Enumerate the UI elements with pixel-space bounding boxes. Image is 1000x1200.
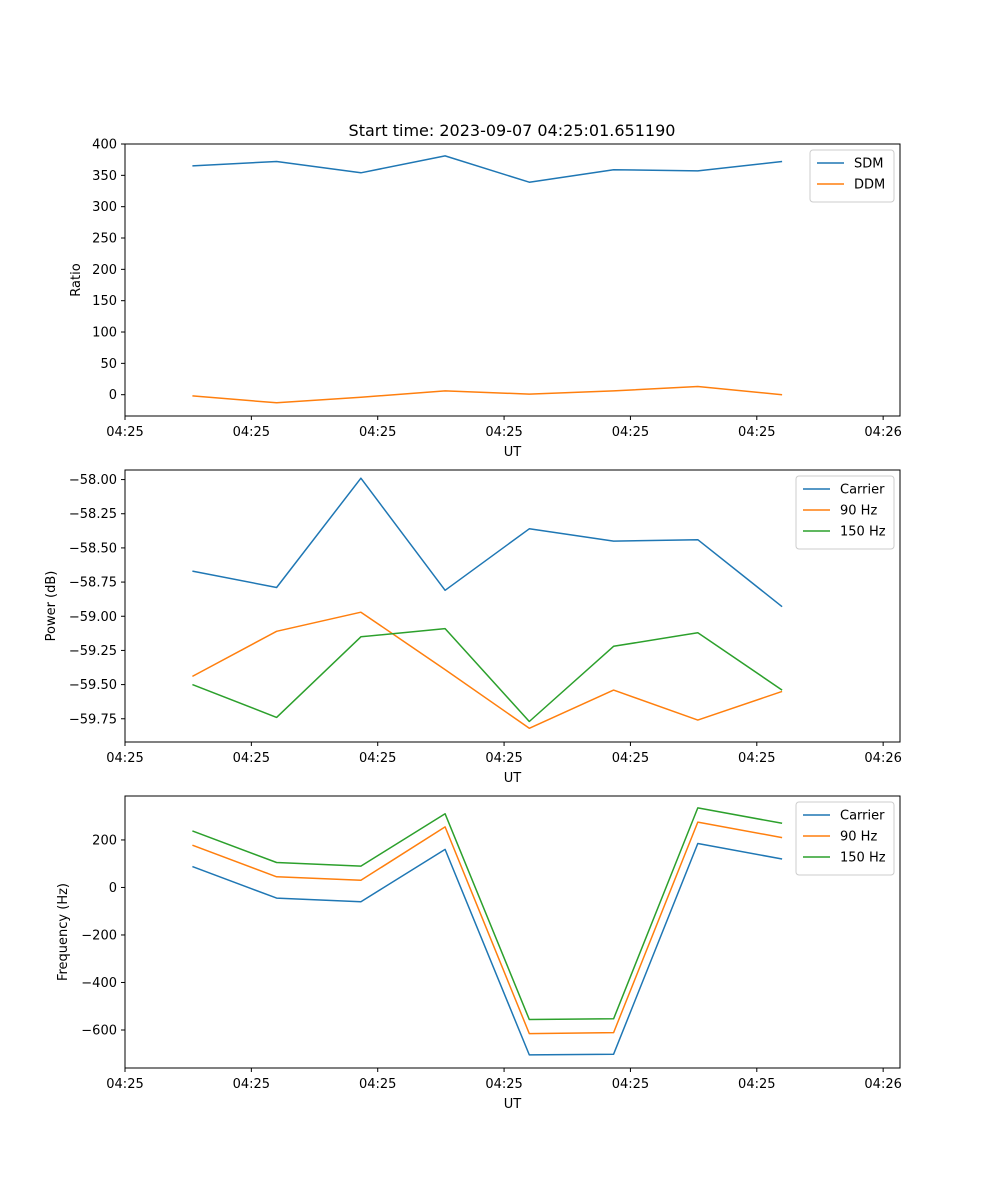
power-axes-frame — [124, 469, 901, 743]
frequency-legend-label: Carrier — [840, 809, 885, 824]
ratio-x-tick-label: 04:26 — [864, 425, 901, 440]
power-series-carrier-line — [192, 477, 783, 608]
power-plot-area — [125, 470, 900, 742]
frequency-x-tick-label: 04:25 — [233, 1077, 270, 1092]
frequency-plot-area — [125, 796, 900, 1068]
ratio-x-tick-label: 04:25 — [359, 425, 396, 440]
frequency-y-tick-label: −400 — [81, 976, 117, 991]
power-legend-label: 90 Hz — [840, 504, 877, 519]
power-y-tick-label: −58.50 — [69, 541, 117, 556]
power-x-tick-label: 04:26 — [864, 751, 901, 766]
power-x-tick-label: 04:25 — [359, 751, 396, 766]
ratio-x-tick-label: 04:25 — [738, 425, 775, 440]
ratio-axes-frame — [124, 143, 901, 417]
power-y-tick-label: −59.25 — [69, 644, 117, 659]
power-y-tick-label: −58.75 — [69, 576, 117, 591]
power-plot: 04:25 04:25 04:25 04:25 04:25 04:25 04:26 −58.0… — [44, 469, 902, 786]
ratio-y-tick-label: 350 — [92, 169, 117, 184]
power-x-tick-label: 04:25 — [233, 751, 270, 766]
ratio-legend-label: DDM — [854, 178, 885, 193]
ratio-plot-area — [125, 144, 900, 416]
frequency-legend-label: 90 Hz — [840, 830, 877, 845]
frequency-y-tick-label: 200 — [92, 833, 117, 848]
frequency-plot: 04:25 04:25 04:25 04:25 04:25 04:25 04:26 200 0 −… — [56, 795, 902, 1112]
ratio-y-axis-label: Ratio — [69, 263, 84, 296]
frequency-y-tick-label: −600 — [81, 1023, 117, 1038]
ratio-y-tick-label: 400 — [92, 138, 117, 153]
ratio-series-ddm-line — [192, 385, 783, 404]
frequency-x-tick-label: 04:25 — [106, 1077, 143, 1092]
power-y-tick-label: −58.00 — [69, 473, 117, 488]
ratio-x-tick-label: 04:25 — [106, 425, 143, 440]
power-x-tick-label: 04:25 — [738, 751, 775, 766]
power-x-tick-label: 04:25 — [612, 751, 649, 766]
frequency-y-axis-label: Frequency (Hz) — [56, 883, 71, 981]
ratio-x-tick-label: 04:25 — [485, 425, 522, 440]
ratio-y-tick-label: 250 — [92, 232, 117, 247]
frequency-x-tick-label: 04:25 — [485, 1077, 522, 1092]
ratio-x-tick-label: 04:25 — [612, 425, 649, 440]
ratio-y-tick-label: 100 — [92, 326, 117, 341]
ratio-x-axis-label: UT — [504, 445, 522, 460]
power-series-90-hz-line — [192, 611, 783, 730]
frequency-series-150-hz-line — [192, 807, 783, 1021]
frequency-y-tick-label: 0 — [109, 881, 117, 896]
figure-title: Start time: 2023-09-07 04:25:01.651190 — [349, 121, 676, 140]
power-y-axis-label: Power (dB) — [44, 571, 59, 642]
power-x-tick-label: 04:25 — [106, 751, 143, 766]
power-series-150-hz-line — [192, 627, 783, 723]
frequency-legend-label: 150 Hz — [840, 851, 886, 866]
frequency-x-tick-label: 04:25 — [359, 1077, 396, 1092]
frequency-y-tick-label: −200 — [81, 928, 117, 943]
frequency-x-axis-label: UT — [504, 1097, 522, 1112]
frequency-x-tick-label: 04:26 — [864, 1077, 901, 1092]
power-legend-label: 150 Hz — [840, 525, 886, 540]
ratio-y-tick-label: 50 — [100, 357, 117, 372]
power-legend-label: Carrier — [840, 483, 885, 498]
ratio-y-tick-label: 150 — [92, 294, 117, 309]
ratio-legend-label: SDM — [854, 157, 883, 172]
frequency-series-carrier-line — [192, 842, 783, 1056]
power-y-tick-label: −59.75 — [69, 712, 117, 727]
power-x-axis-label: UT — [504, 771, 522, 786]
power-y-tick-label: −59.00 — [69, 610, 117, 625]
ratio-y-tick-label: 200 — [92, 263, 117, 278]
power-x-tick-label: 04:25 — [485, 751, 522, 766]
frequency-x-tick-label: 04:25 — [738, 1077, 775, 1092]
power-y-tick-label: −58.25 — [69, 507, 117, 522]
ratio-series-sdm-line — [192, 155, 783, 183]
frequency-axes-frame — [124, 795, 901, 1069]
ratio-y-tick-label: 300 — [92, 200, 117, 215]
frequency-series-90-hz-line — [192, 821, 783, 1035]
power-y-tick-label: −59.50 — [69, 678, 117, 693]
ratio-plot: 04:25 04:25 04:25 04:25 04:25 04:25 04:26 0 50 10… — [69, 138, 902, 461]
ratio-x-tick-label: 04:25 — [233, 425, 270, 440]
ratio-y-tick-label: 0 — [109, 388, 117, 403]
frequency-x-tick-label: 04:25 — [612, 1077, 649, 1092]
